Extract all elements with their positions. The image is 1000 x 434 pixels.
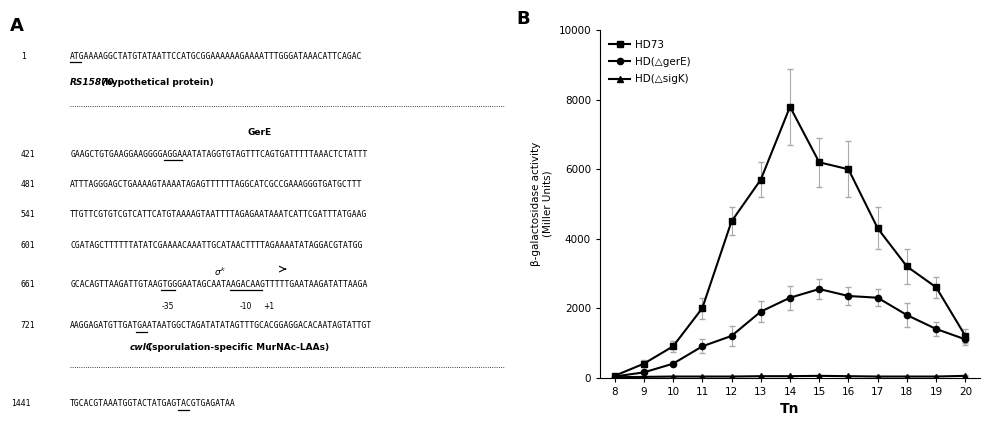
- Text: 1441: 1441: [11, 399, 31, 408]
- Text: -35: -35: [162, 302, 174, 311]
- Text: cwlC: cwlC: [129, 343, 153, 352]
- Text: $\sigma^k$: $\sigma^k$: [214, 266, 226, 278]
- Text: RS15870: RS15870: [70, 78, 115, 87]
- Text: 541: 541: [21, 210, 35, 220]
- Text: 421: 421: [21, 150, 35, 159]
- Text: TGCACGTAAATGGTACTATGAGTACGTGAGATAA: TGCACGTAAATGGTACTATGAGTACGTGAGATAA: [70, 399, 236, 408]
- Text: ATGAAAAGGCTATGTATAATTCCATGCGGAAAAAAGAAAATTTGGGATAAACATTCAGAC: ATGAAAAGGCTATGTATAATTCCATGCGGAAAAAAGAAAA…: [70, 52, 363, 61]
- Text: +1: +1: [264, 302, 275, 311]
- Y-axis label: β-galactosidase activity
(Miller Units): β-galactosidase activity (Miller Units): [531, 142, 553, 266]
- Text: A: A: [10, 17, 24, 35]
- X-axis label: Tn: Tn: [780, 402, 800, 416]
- Text: 661: 661: [21, 280, 35, 289]
- Text: -10: -10: [240, 302, 252, 311]
- Legend: HD73, HD(△gerE), HD(△sigK): HD73, HD(△gerE), HD(△sigK): [605, 36, 695, 89]
- Text: (sporulation-specific MurNAc-LAAs): (sporulation-specific MurNAc-LAAs): [148, 343, 329, 352]
- Text: 601: 601: [21, 241, 35, 250]
- Text: 721: 721: [21, 321, 35, 330]
- Text: ATTTAGGGAGCTGAAAAGTAAAATAGAGTTTTTTAGGCATCGCCGAAAGGGTGATGCTTT: ATTTAGGGAGCTGAAAAGTAAAATAGAGTTTTTTAGGCAT…: [70, 180, 363, 189]
- Text: CGATAGCTTTTTTATATCGAAAACAAATTGCATAACTTTTAGAAAATATAGGACGTATGG: CGATAGCTTTTTTATATCGAAAACAAATTGCATAACTTTT…: [70, 241, 363, 250]
- Text: B: B: [516, 10, 530, 27]
- Text: TTGTTCGTGTCGTCATTCATGTAAAAGTAATTTTAGAGAATAAATCATTCGATTTATGAAG: TTGTTCGTGTCGTCATTCATGTAAAAGTAATTTTAGAGAA…: [70, 210, 368, 220]
- Text: AAGGAGATGTTGATGAATAATGGCTAGATATATAGTTTGCACGGAGGACACAATAGTATTGT: AAGGAGATGTTGATGAATAATGGCTAGATATATAGTTTGC…: [70, 321, 372, 330]
- Text: GerE: GerE: [248, 128, 272, 137]
- Text: (hypothetical protein): (hypothetical protein): [98, 78, 214, 87]
- Text: 481: 481: [21, 180, 35, 189]
- Text: 1: 1: [21, 52, 26, 61]
- Text: GAAGCTGTGAAGGAAGGGGAGGAAATATAGGTGTAGTTTCAGTGATTTTTAAACTCTATTT: GAAGCTGTGAAGGAAGGGGAGGAAATATAGGTGTAGTTTC…: [70, 150, 368, 159]
- Text: GCACAGTTAAGATTGTAAGTGGGAATAGCAATAAGACAAGTTTTTGAATAAGATATTAAGA: GCACAGTTAAGATTGTAAGTGGGAATAGCAATAAGACAAG…: [70, 280, 368, 289]
